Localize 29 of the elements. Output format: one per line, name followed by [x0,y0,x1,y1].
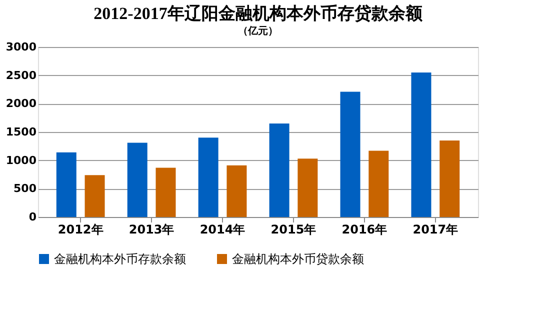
bar [56,152,76,217]
y-tick-label: 2000 [6,97,37,110]
x-tick-label: 2015年 [270,222,316,236]
bar [368,150,389,217]
y-tick-label: 0 [28,210,37,224]
legend-label: 金融机构本外币贷款余额 [232,252,364,266]
bar [440,140,460,217]
y-tick-label: 500 [14,182,37,196]
y-axis-title: （亿元） [238,25,278,37]
bar [198,138,218,217]
x-tick-label: 2013年 [128,222,174,236]
bar [298,158,318,217]
bar [340,92,360,217]
chart-title: 2012-2017年辽阳金融机构本外币存贷款余额 [94,4,424,23]
y-tick-label: 2500 [6,68,37,82]
x-tick-label: 2014年 [200,222,246,236]
x-tick-label: 2017年 [412,222,458,236]
x-tick-label: 2012年 [58,222,104,236]
y-tick-label: 1000 [6,154,37,167]
y-tick-label: 3000 [6,40,37,54]
bar [411,72,432,217]
bar [156,168,176,217]
bar [269,124,290,217]
bar [127,142,148,217]
x-tick-label: 2016年 [342,222,388,236]
bar [84,175,105,217]
legend-label: 金融机构本外币存款余额 [54,252,186,266]
bar [226,165,247,217]
y-tick-label: 1500 [6,126,37,138]
